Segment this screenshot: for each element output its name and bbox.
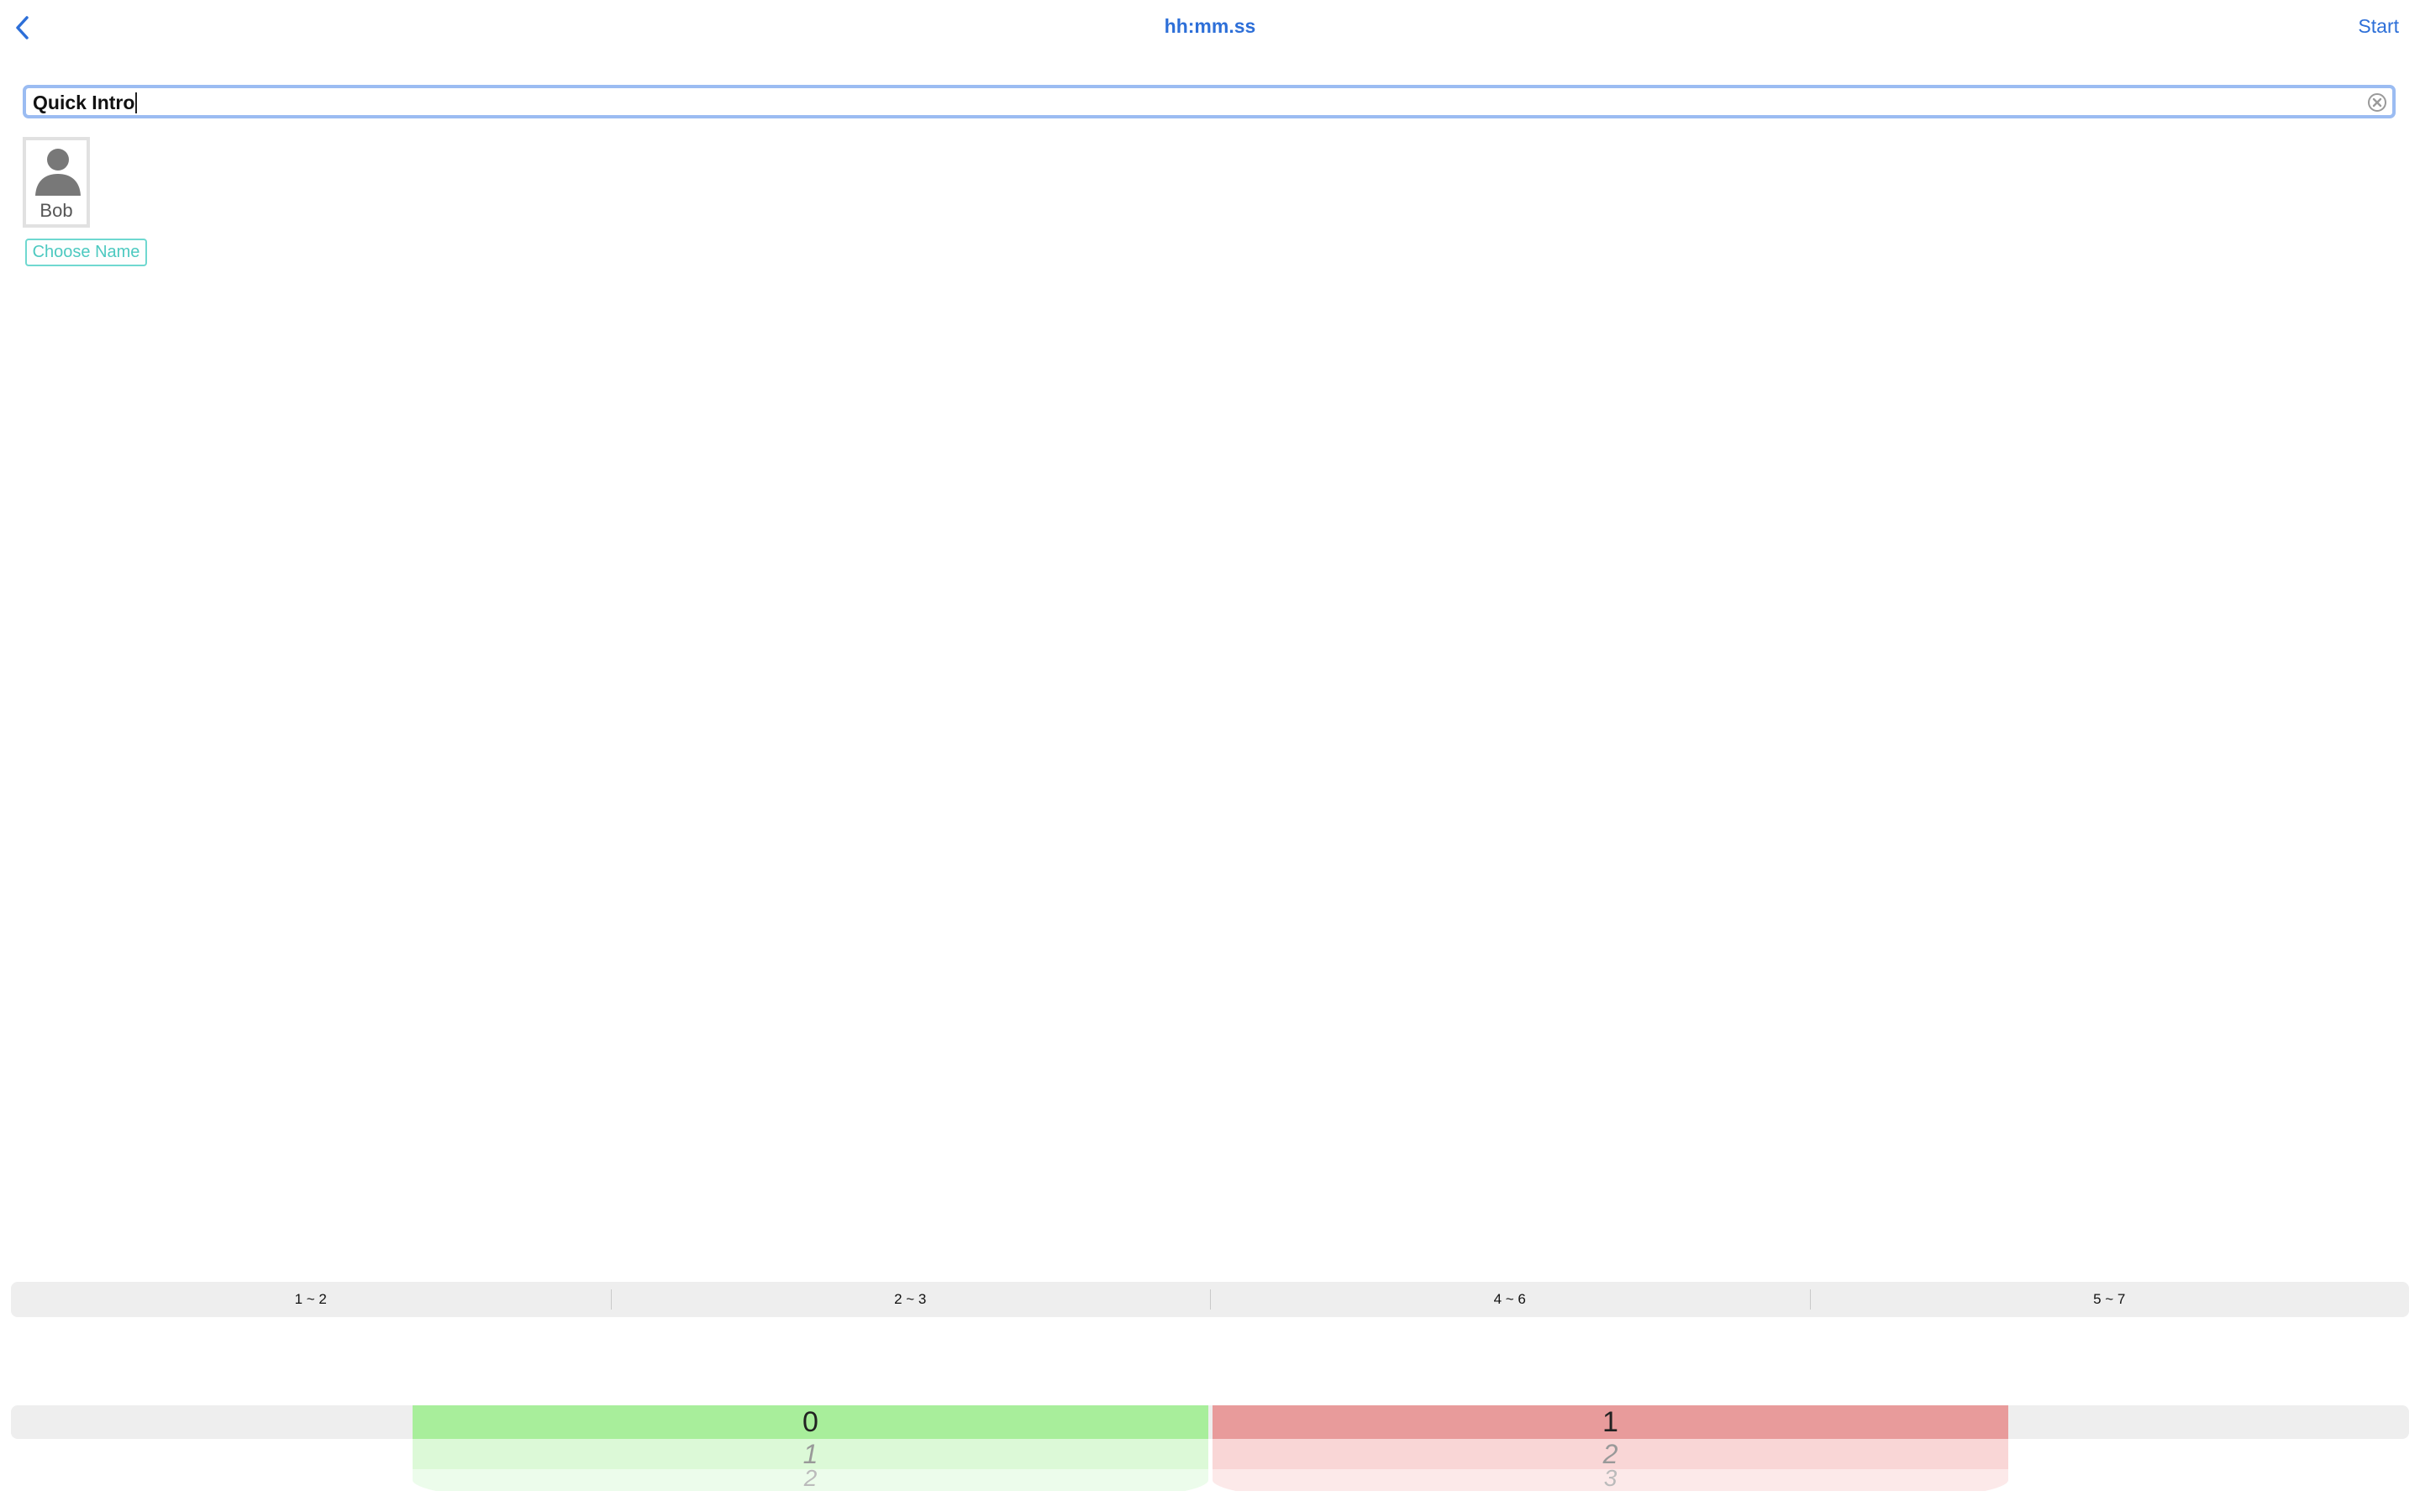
red-picker-wheel[interactable]: 1 2 3 bbox=[1213, 1405, 2008, 1512]
picker-option: 3 bbox=[1213, 1467, 2008, 1491]
title-input-value: Quick Intro bbox=[33, 92, 138, 113]
timer-title: hh:mm.ss bbox=[1164, 15, 1256, 37]
back-button[interactable] bbox=[10, 13, 35, 42]
segment-option[interactable]: 1 ~ 2 bbox=[294, 1291, 327, 1307]
chevron-left-icon bbox=[16, 16, 29, 39]
picker-option: 2 bbox=[1213, 1439, 2008, 1469]
navigation-bar: hh:mm.ss Start bbox=[0, 0, 2420, 55]
picker-selection-bar bbox=[11, 1405, 2409, 1439]
picker-option: 1 bbox=[413, 1439, 1208, 1469]
person-silhouette-icon bbox=[35, 149, 81, 196]
start-button[interactable]: Start bbox=[2358, 15, 2399, 37]
choose-name-button[interactable]: Choose Name bbox=[25, 239, 147, 266]
segment-option[interactable]: 4 ~ 6 bbox=[1210, 1282, 1810, 1317]
segment-option[interactable]: 5 ~ 7 bbox=[1809, 1282, 2410, 1317]
title-input[interactable]: Quick Intro bbox=[23, 85, 2396, 118]
range-segmented-control: 1 ~ 2 2 ~ 3 4 ~ 6 5 ~ 7 bbox=[11, 1282, 2409, 1317]
participant-name: Bob bbox=[39, 200, 73, 221]
picker-selected-value: 0 bbox=[413, 1405, 1208, 1439]
clear-button[interactable] bbox=[2367, 92, 2387, 113]
clear-circle-icon bbox=[2368, 93, 2386, 112]
picker-fade bbox=[413, 1491, 1208, 1512]
green-picker-wheel[interactable]: 0 1 2 bbox=[413, 1405, 1208, 1512]
picker-fade bbox=[1213, 1491, 2008, 1512]
participant-card[interactable]: Bob bbox=[23, 137, 90, 228]
segment-option[interactable]: 2 ~ 3 bbox=[610, 1282, 1211, 1317]
picker-selected-value: 1 bbox=[1213, 1405, 2008, 1439]
picker-option: 2 bbox=[413, 1467, 1208, 1491]
